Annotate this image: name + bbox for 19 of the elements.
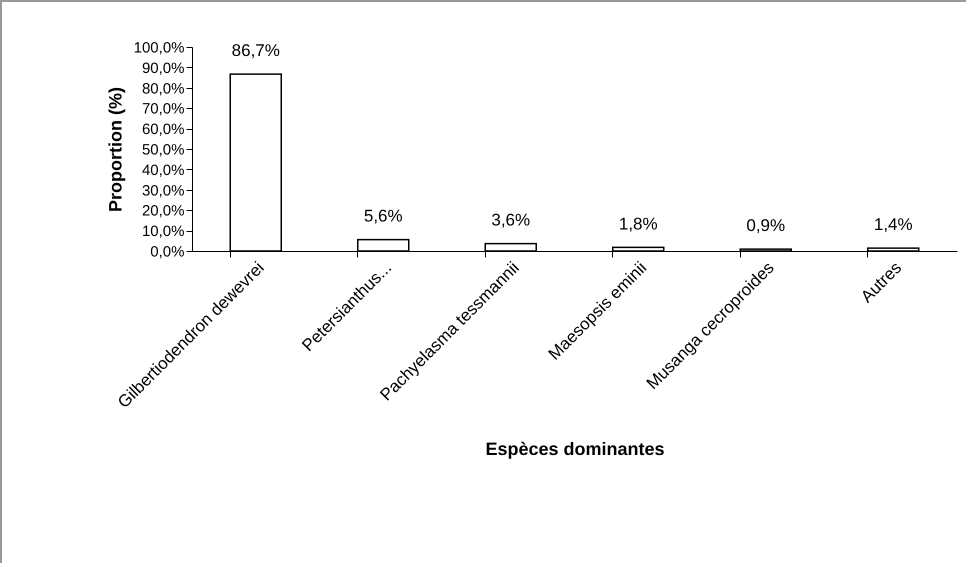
y-tick-label: 70,0% bbox=[142, 100, 184, 118]
y-tick-label: 90,0% bbox=[142, 60, 184, 77]
data-label: 0,9% bbox=[746, 216, 786, 236]
y-tick-label: 30,0% bbox=[142, 182, 184, 200]
y-tick-label: 50,0% bbox=[142, 142, 184, 158]
data-label: 5,6% bbox=[364, 206, 403, 226]
data-label: 1,8% bbox=[618, 214, 658, 234]
data-label: 3,6% bbox=[491, 210, 530, 230]
x-axis-title: Espèces dominantes bbox=[485, 439, 665, 460]
y-tick-label: 100,0% bbox=[134, 40, 184, 56]
y-tick-label: 0,0% bbox=[150, 244, 184, 260]
y-tick-label: 60,0% bbox=[142, 121, 184, 138]
y-axis-title: Proportion (%) bbox=[106, 87, 126, 212]
y-tick-label: 20,0% bbox=[142, 202, 184, 220]
y-tick-label: 10,0% bbox=[142, 223, 184, 240]
y-tick-label: 80,0% bbox=[142, 80, 184, 98]
data-label: 86,7% bbox=[232, 41, 280, 60]
y-tick-label: 40,0% bbox=[142, 162, 184, 179]
data-label: 1,4% bbox=[874, 215, 913, 234]
